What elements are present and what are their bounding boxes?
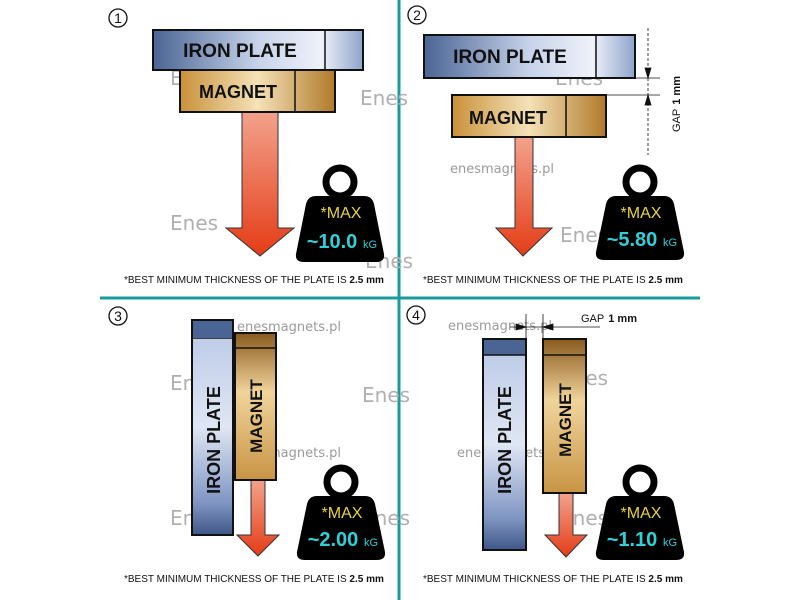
magnet [179,69,336,113]
panel-1: 1 IRON PLATE MAGNET *MAX ~10.0 kG *BEST … [108,8,385,286]
svg-text:*MAX: *MAX [621,505,662,522]
panel-3: 3 IRON PLATE MAGNET *MAX ~2.00 kG *BEST … [108,306,386,585]
svg-text:*BEST MINIMUM THICKNESS OF THE: *BEST MINIMUM THICKNESS OF THE PLATE IS … [124,574,384,585]
svg-text:~10.0: ~10.0 [307,231,358,253]
svg-text:*MAX: *MAX [321,205,362,222]
iron-plate [482,338,527,551]
svg-text:~2.00: ~2.00 [308,529,359,551]
svg-text:enesmagnets.pl: enesmagnets.pl [450,162,554,177]
svg-text:enesmagnets.pl: enesmagnets.pl [237,320,341,335]
svg-text:GAP1 mm: GAP1 mm [671,76,683,132]
panel-2: 2 IRON PLATE MAGNET GAP1 mm *MAX ~5.80 k… [407,5,685,286]
panel-4: 4 IRON PLATE MAGNET GAP 1 mm *MAX ~1.10 k… [406,305,685,585]
svg-text:IRON PLATE: IRON PLATE [183,41,297,62]
svg-text:~5.80: ~5.80 [607,229,658,251]
svg-text:MAGNET: MAGNET [199,82,277,102]
weight-icon: *MAX ~10.0 kG [295,164,385,262]
svg-text:MAGNET: MAGNET [469,108,547,128]
svg-text:IRON PLATE: IRON PLATE [495,386,515,494]
svg-text:3: 3 [114,308,122,324]
svg-text:MAGNET: MAGNET [556,383,575,457]
down-arrow [224,111,296,257]
magnet [234,332,277,481]
gap-dimension [510,314,600,339]
weight-icon: *MAX ~5.80 kG [595,164,685,260]
iron-plate [191,319,234,536]
svg-text:kG: kG [364,537,378,549]
svg-text:2: 2 [413,7,421,23]
svg-text:*BEST MINIMUM THICKNESS OF THE: *BEST MINIMUM THICKNESS OF THE PLATE IS … [423,574,683,585]
svg-text:*BEST MINIMUM THICKNESS OF THE: *BEST MINIMUM THICKNESS OF THE PLATE IS … [423,275,683,286]
svg-text:IRON PLATE: IRON PLATE [204,386,224,494]
weight-icon: *MAX ~2.00 kG [296,464,386,560]
svg-text:kG: kG [663,237,677,249]
svg-text:IRON PLATE: IRON PLATE [453,47,567,68]
svg-text:kG: kG [363,239,377,251]
svg-text:Enes: Enes [360,86,408,110]
svg-text:Enes: Enes [170,211,218,235]
svg-text:*MAX: *MAX [621,205,662,222]
svg-text:Enes: Enes [362,383,410,407]
svg-text:GAP1 mm: GAP1 mm [581,313,637,325]
svg-text:MAGNET: MAGNET [247,379,266,453]
gap-dimension [606,28,660,155]
magnet [542,338,587,494]
magnet [451,94,607,138]
svg-text:*BEST MINIMUM THICKNESS OF THE: *BEST MINIMUM THICKNESS OF THE PLATE IS … [124,275,384,286]
iron-plate [152,29,364,71]
svg-text:~1.10: ~1.10 [607,529,658,551]
svg-text:kG: kG [663,537,677,549]
svg-text:4: 4 [412,307,420,323]
iron-plate [423,34,636,79]
svg-text:1: 1 [114,10,122,26]
svg-text:enesmagnets.pl: enesmagnets.pl [448,319,552,334]
svg-text:*MAX: *MAX [322,505,363,522]
weight-icon: *MAX ~1.10 kG [595,464,685,560]
